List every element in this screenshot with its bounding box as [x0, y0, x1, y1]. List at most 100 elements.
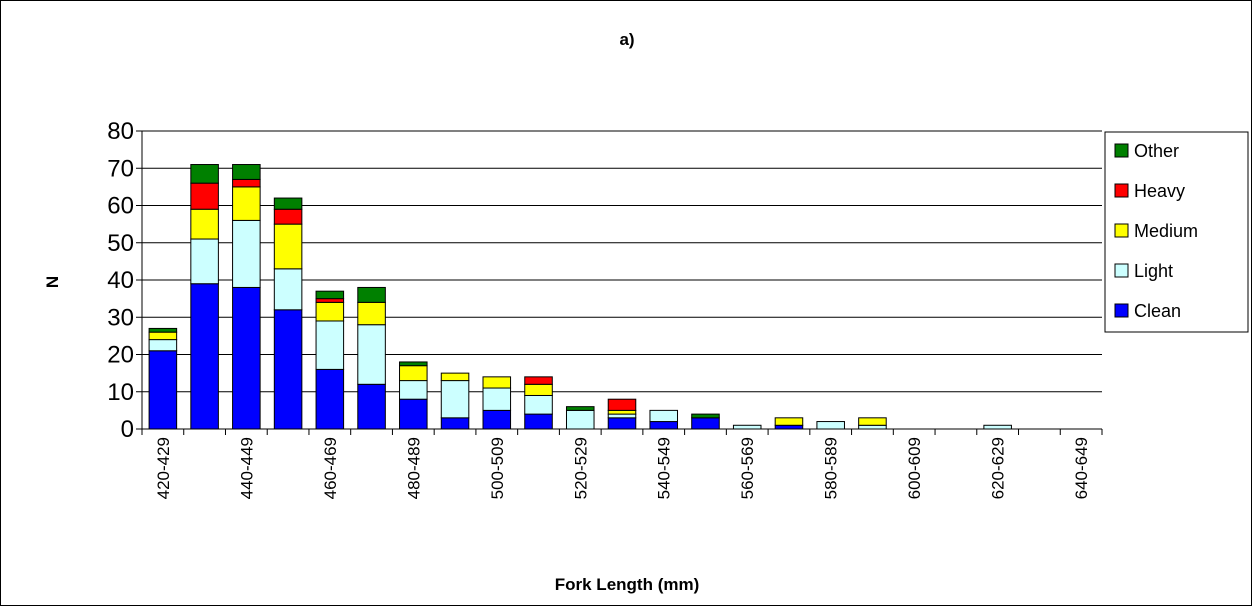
legend-label-medium: Medium — [1134, 221, 1198, 241]
x-tick-labels: 420-429 440-449 460-469 480-489 500-509 520-5… — [154, 437, 1091, 499]
y-tick-label: 50 — [107, 230, 134, 257]
bar-segment-other — [315, 290, 345, 300]
bar-segment-clean — [399, 398, 428, 430]
bar-segment-medium — [232, 186, 261, 221]
bar-segment-heavy — [232, 178, 261, 188]
bar-segment-other — [399, 361, 428, 367]
y-tick-label: 30 — [107, 304, 134, 331]
y-tick-label: 40 — [107, 267, 134, 294]
y-tick-label: 20 — [107, 342, 134, 369]
x-tick-label: 620-629 — [989, 437, 1008, 499]
bar-segment-other — [273, 197, 303, 210]
bar-segment-other — [357, 286, 386, 303]
bar-segment-heavy — [607, 398, 637, 411]
bar-segment-light — [440, 380, 470, 419]
x-tick-label: 480-489 — [404, 437, 423, 499]
legend: Other Heavy Medium Light Clean — [1104, 131, 1249, 333]
bar-segment-light — [357, 324, 386, 385]
legend-label-other: Other — [1134, 141, 1179, 161]
bar-segment-light — [649, 409, 679, 423]
x-axis-label: Fork Length (mm) — [555, 575, 700, 594]
bar-segment-medium — [858, 417, 887, 426]
x-tick-label: 460-469 — [321, 437, 340, 499]
bar-segment-light — [816, 421, 845, 430]
bar-segment-light — [983, 424, 1012, 430]
bar-segment-medium — [273, 223, 303, 270]
y-tick-label: 80 — [107, 118, 134, 145]
bar-segment-medium — [399, 365, 428, 382]
x-tick-label: 420-429 — [154, 437, 173, 499]
bar-segment-medium — [315, 301, 345, 322]
y-tick-label: 0 — [121, 416, 134, 443]
bar-segment-other — [148, 327, 178, 333]
bar-segment-light — [732, 424, 762, 430]
bar-segment-light — [190, 238, 219, 285]
bar-segment-clean — [524, 413, 553, 430]
x-tick-label: 560-569 — [738, 437, 757, 499]
bar-segment-clean — [357, 383, 386, 430]
x-tick-label: 540-549 — [655, 437, 674, 499]
bar-segment-clean — [232, 286, 261, 430]
legend-label-light: Light — [1134, 261, 1173, 281]
bar-segment-light — [273, 268, 303, 311]
bar-segment-heavy — [524, 376, 553, 385]
bar-segment-clean — [774, 424, 804, 430]
x-tick-label: 600-609 — [905, 437, 924, 499]
bar-segment-medium — [190, 208, 219, 240]
legend-label-clean: Clean — [1134, 301, 1181, 321]
bar-segment-clean — [607, 417, 637, 430]
bar-segment-other — [691, 413, 720, 419]
bar-segment-light — [315, 320, 345, 370]
chart-title: a) — [619, 30, 634, 49]
bar-segment-medium — [774, 417, 804, 426]
y-tick-label: 60 — [107, 193, 134, 220]
y-tick-labels: 0 10 20 30 40 50 60 70 80 — [107, 118, 134, 443]
bar-segment-medium — [607, 409, 637, 415]
x-tick-label: 640-649 — [1072, 437, 1091, 499]
bar-segment-light — [565, 409, 595, 430]
legend-box — [1104, 131, 1249, 333]
bar-segment-clean — [482, 409, 512, 430]
bar-segment-light — [524, 394, 553, 415]
bar-segment-light — [148, 339, 178, 352]
bar-segment-heavy — [190, 182, 219, 210]
legend-swatch-heavy — [1114, 183, 1129, 198]
bar-segment-heavy — [315, 298, 345, 303]
y-axis-label: N — [43, 276, 62, 288]
bar-segment-other — [565, 406, 595, 411]
bar-segment-other — [190, 164, 219, 184]
y-tick-label: 70 — [107, 155, 134, 182]
y-tick-label: 10 — [107, 379, 134, 406]
legend-label-heavy: Heavy — [1134, 181, 1185, 201]
x-tick-label: 520-529 — [571, 437, 590, 499]
x-tick-label: 500-509 — [488, 437, 507, 499]
bar-segment-light — [607, 413, 637, 419]
bar-segment-medium — [440, 372, 470, 382]
legend-swatch-other — [1114, 143, 1129, 158]
bar-segment-medium — [482, 376, 512, 389]
bar-segment-other — [232, 164, 261, 180]
legend-swatch-medium — [1114, 223, 1129, 238]
bar-segment-clean — [148, 350, 178, 430]
legend-swatch-clean — [1114, 303, 1129, 318]
bar-segment-medium — [524, 383, 553, 396]
bar-segment-clean — [273, 309, 303, 430]
bar-segment-clean — [649, 421, 679, 430]
bars-layer — [148, 164, 1012, 430]
bar-segment-light — [232, 219, 261, 288]
bar-segment-light — [482, 387, 512, 411]
x-tick-label: 440-449 — [237, 437, 256, 499]
bar-segment-heavy — [273, 208, 303, 225]
bar-segment-clean — [315, 368, 345, 430]
bar-segment-medium — [357, 301, 386, 326]
bar-segment-medium — [148, 331, 178, 341]
bar-segment-light — [399, 380, 428, 400]
axis-layer — [136, 130, 1103, 435]
x-tick-label: 580-589 — [822, 437, 841, 499]
bar-segment-clean — [691, 417, 720, 430]
bar-segment-clean — [440, 417, 470, 430]
bar-segment-light — [858, 424, 887, 430]
legend-swatch-light — [1114, 263, 1129, 278]
bar-segment-clean — [190, 283, 219, 430]
